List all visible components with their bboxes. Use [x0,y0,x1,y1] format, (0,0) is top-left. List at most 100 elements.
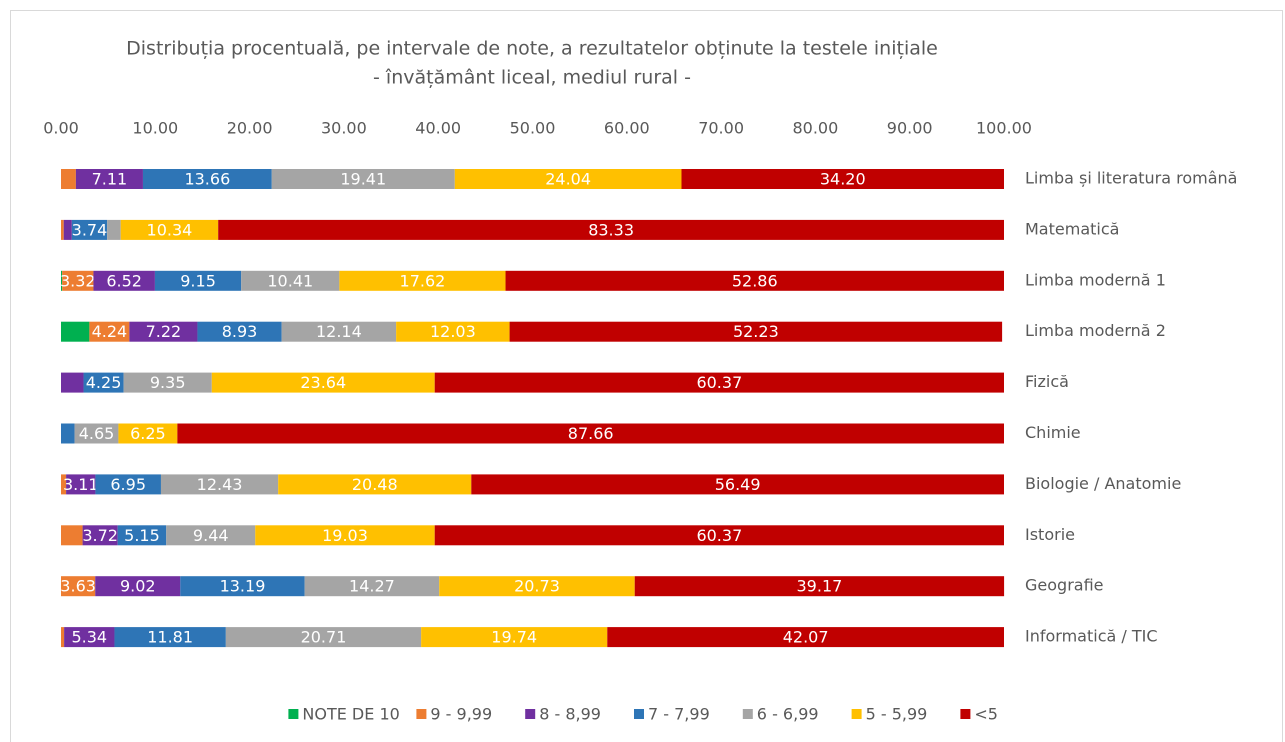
bar-segment [339,270,506,291]
data-label: 9.44 [193,526,229,545]
bar-segment [61,372,84,393]
data-label: 12.14 [316,322,362,341]
bar-segment [82,525,118,546]
data-label: 13.66 [184,170,230,189]
legend-label: NOTE DE 10 [302,705,399,724]
bar-segment [61,576,96,597]
data-label: 24.04 [545,170,591,189]
bar-segment [278,474,472,495]
bar-segment [439,576,635,597]
data-label: 19.03 [322,526,368,545]
x-tick-label: 80.00 [792,119,838,138]
x-tick-label: 10.00 [132,119,178,138]
bar-segment [61,474,67,495]
x-tick-label: 20.00 [227,119,273,138]
bar-segment [142,169,272,189]
bar-segment [64,627,115,648]
bar-segment [123,372,212,393]
data-label: 9.15 [180,271,216,290]
category-label: Informatică / TIC [1025,627,1158,646]
bar-segment [421,627,608,648]
legend-swatch [742,709,753,719]
bar-segment [93,270,155,291]
category-label: Geografie [1025,576,1104,595]
bar-segment [89,321,130,342]
category-label: Matematică [1025,219,1119,238]
data-label: 10.34 [147,220,193,239]
bar-segment [218,219,1004,240]
bar-segment [61,270,63,291]
bar-segment [61,627,65,648]
bar-segment [66,474,96,495]
bar-segment [107,219,121,240]
data-label: 4.24 [92,322,128,341]
bar-segment [634,576,1005,597]
legend-swatch [960,709,971,719]
bar-segment [120,219,219,240]
legend-swatch [525,709,536,719]
bar-segment [197,321,282,342]
bar-segment [509,321,1003,342]
x-tick-label: 0.00 [43,119,79,138]
data-label: 11.81 [147,628,193,647]
data-label: 3.63 [60,577,96,596]
legend-label: 5 - 5,99 [866,705,928,724]
bar-segment [129,321,198,342]
bar-segment [434,372,1004,393]
data-label: 87.66 [568,424,614,443]
bar-segment [271,169,455,189]
bar-segment [454,169,682,189]
bar-segment [154,270,242,291]
data-label: 60.37 [696,373,742,392]
data-label: 6.25 [130,424,166,443]
bar-segment [225,627,422,648]
bar-segment [71,219,108,240]
data-label: 4.65 [79,424,115,443]
bar-segment [180,576,305,597]
data-label: 9.35 [150,373,186,392]
legend-swatch [634,709,644,719]
bar-segment [62,270,94,291]
legend-label: 6 - 6,99 [757,705,819,724]
data-label: 10.41 [267,271,313,290]
bar-segment [83,372,124,393]
legend-label: 8 - 8,99 [539,705,601,724]
bar-segment [241,270,340,291]
data-label: 7.11 [92,170,128,189]
bar-segment [61,423,75,444]
bar-segment [304,576,440,597]
data-label: 6.52 [106,271,142,290]
legend-swatch [851,709,862,719]
chart-subtitle: - învățământ liceal, mediul rural - [373,67,691,89]
data-label: 20.73 [514,577,560,596]
data-label: 9.02 [120,577,156,596]
bar-segment [61,525,83,546]
bar-segment [61,321,90,342]
bar-segment [75,169,143,189]
bar-segment [114,627,226,648]
category-label: Istorie [1025,525,1075,544]
x-tick-label: 50.00 [510,119,556,138]
data-label: 20.48 [352,475,398,494]
bar-segment [255,525,435,546]
category-label: Biologie / Anatomie [1025,474,1181,493]
legend-label: 7 - 7,99 [648,705,710,724]
data-label: 17.62 [400,271,446,290]
bar-segment [74,423,119,444]
data-label: 39.17 [797,577,843,596]
data-label: 8.93 [222,322,258,341]
bar-segment [681,169,1004,189]
bar-segment [166,525,256,546]
data-label: 3.32 [60,271,96,290]
category-label: Chimie [1025,423,1081,442]
data-label: 13.19 [220,577,266,596]
x-tick-label: 90.00 [887,119,933,138]
legend-swatch [416,709,427,719]
data-label: 19.74 [491,628,537,647]
x-tick-label: 30.00 [321,119,367,138]
bar-segment [95,474,161,495]
x-tick-label: 70.00 [698,119,744,138]
data-label: 3.11 [63,475,99,494]
data-label: 52.23 [733,322,779,341]
